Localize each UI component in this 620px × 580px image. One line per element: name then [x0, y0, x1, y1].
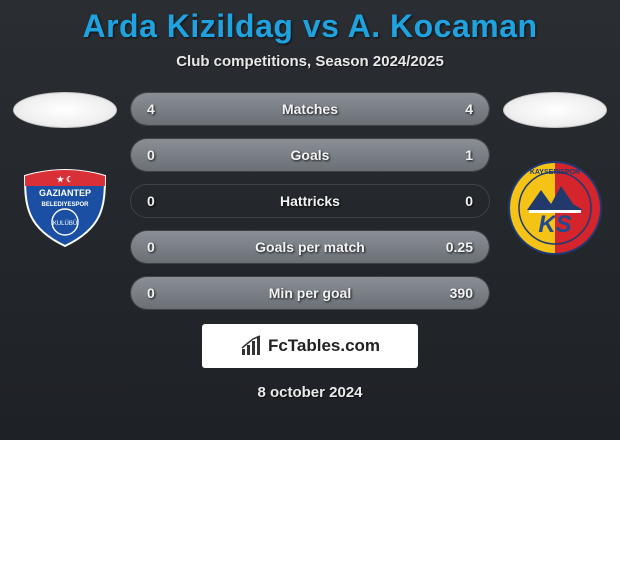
right-flag: [503, 92, 607, 128]
stat-row: 0 Hattricks 0: [130, 184, 490, 218]
stat-label: Min per goal: [269, 285, 351, 301]
kayserispor-logo-svg: KS KAYSERISPOR: [507, 160, 603, 256]
stat-row: 4 Matches 4: [130, 92, 490, 126]
left-column: ★ ☾ GAZIANTEP BELEDIYESPOR KULÜBÜ: [10, 88, 120, 250]
stat-value-left: 0: [147, 147, 155, 163]
stat-row: 0 Min per goal 390: [130, 276, 490, 310]
stat-value-left: 0: [147, 239, 155, 255]
stat-value-left: 4: [147, 101, 155, 117]
stat-row: 0 Goals per match 0.25: [130, 230, 490, 264]
stat-row: 0 Goals 1: [130, 138, 490, 172]
subtitle: Club competitions, Season 2024/2025: [0, 53, 620, 70]
stat-value-right: 0.25: [446, 239, 473, 255]
svg-text:GAZIANTEP: GAZIANTEP: [39, 188, 91, 198]
body-area: ★ ☾ GAZIANTEP BELEDIYESPOR KULÜBÜ 4 Match…: [0, 88, 620, 310]
right-column: KS KAYSERISPOR: [500, 88, 610, 250]
stats-column: 4 Matches 4 0 Goals 1 0 Hattricks 0 0 Goals per ma…: [130, 88, 490, 310]
stat-label: Goals per match: [255, 239, 365, 255]
branding-badge[interactable]: FcTables.com: [202, 324, 418, 368]
page-title: Arda Kizildag vs A. Kocaman: [0, 8, 620, 45]
stat-label: Matches: [282, 101, 338, 117]
right-club-logo: KS KAYSERISPOR: [507, 166, 603, 250]
svg-text:KS: KS: [538, 211, 571, 238]
stat-value-right: 1: [465, 147, 473, 163]
blank-area: [0, 440, 620, 580]
svg-text:BELEDIYESPOR: BELEDIYESPOR: [41, 202, 89, 208]
svg-text:★ ☾: ★ ☾: [57, 175, 74, 184]
comparison-widget: Arda Kizildag vs A. Kocaman Club competi…: [0, 0, 620, 440]
gaziantep-logo-svg: ★ ☾ GAZIANTEP BELEDIYESPOR KULÜBÜ: [17, 166, 113, 250]
stat-value-left: 0: [147, 193, 155, 209]
left-club-logo: ★ ☾ GAZIANTEP BELEDIYESPOR KULÜBÜ: [17, 166, 113, 250]
stat-value-right: 390: [450, 285, 473, 301]
left-flag: [13, 92, 117, 128]
branding-text: FcTables.com: [268, 336, 380, 356]
date-line: 8 october 2024: [0, 384, 620, 401]
svg-text:KAYSERISPOR: KAYSERISPOR: [530, 169, 580, 176]
stat-label: Goals: [291, 147, 330, 163]
svg-text:KULÜBÜ: KULÜBÜ: [53, 220, 77, 227]
chart-icon: [240, 335, 262, 357]
stat-value-right: 0: [465, 193, 473, 209]
stat-value-left: 0: [147, 285, 155, 301]
stat-value-right: 4: [465, 101, 473, 117]
stat-label: Hattricks: [280, 193, 340, 209]
